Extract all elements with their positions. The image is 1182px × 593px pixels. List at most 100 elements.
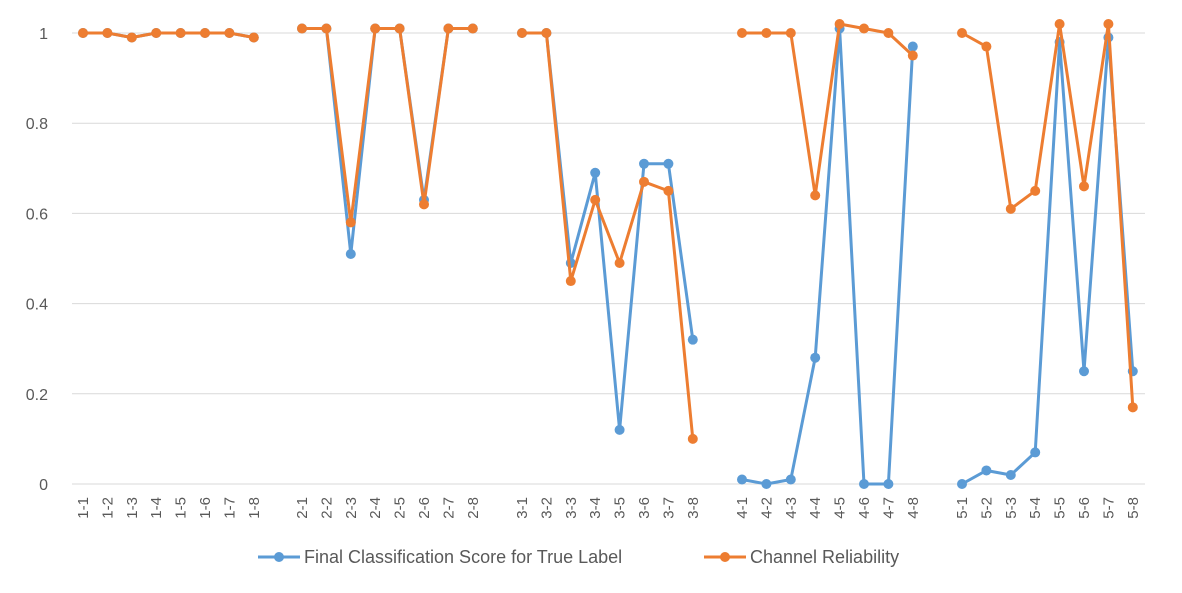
data-point: [614, 258, 625, 269]
x-tick-label: 3-2: [538, 497, 555, 519]
x-tick-label: 4-5: [832, 497, 849, 519]
x-tick-label: 5-6: [1076, 497, 1093, 519]
data-point: [859, 23, 869, 34]
x-tick-label: 1-2: [99, 497, 116, 519]
x-tick-label: 5-1: [954, 497, 971, 519]
series-line: [740, 26, 915, 486]
x-tick-label: 3-3: [563, 497, 580, 519]
data-point: [126, 32, 137, 43]
x-tick-label: 1-1: [75, 497, 92, 519]
data-point: [907, 50, 918, 61]
series-1: [78, 23, 1138, 489]
data-point: [737, 474, 747, 485]
legend-item-2: Channel Reliability: [704, 547, 899, 567]
x-tick-label: 1-6: [197, 497, 214, 519]
data-point: [907, 41, 918, 52]
data-point: [761, 479, 772, 489]
x-tick-label: 4-3: [783, 497, 800, 519]
y-tick-label: 0.2: [26, 387, 48, 404]
data-point: [1054, 18, 1065, 29]
data-point: [1079, 181, 1089, 192]
data-point: [663, 158, 674, 169]
data-point: [1079, 366, 1089, 377]
data-point: [810, 352, 821, 363]
data-point: [785, 474, 796, 485]
data-point: [1030, 185, 1041, 196]
data-point: [200, 28, 210, 38]
data-point: [394, 23, 405, 34]
x-tick-label: 1-3: [124, 497, 141, 519]
series-line: [960, 22, 1135, 409]
data-point: [565, 276, 576, 287]
data-point: [1005, 469, 1016, 480]
x-tick-label: 3-1: [514, 497, 531, 519]
legend-label: Final Classification Score for True Labe…: [304, 547, 622, 567]
series-group: [78, 18, 1138, 489]
data-point: [370, 23, 381, 34]
data-point: [78, 28, 88, 38]
x-tick-label: 5-2: [978, 497, 995, 519]
data-point: [321, 23, 332, 34]
data-point: [1030, 447, 1041, 458]
data-point: [1103, 18, 1114, 29]
data-point: [590, 194, 601, 205]
data-point: [859, 479, 869, 489]
x-tick-label: 2-3: [343, 497, 360, 519]
x-tick-label: 4-2: [758, 497, 775, 519]
data-point: [224, 28, 235, 38]
x-tick-label: 4-7: [880, 497, 897, 519]
data-point: [639, 176, 649, 187]
y-axis-tick-labels: 0 0.2 0.4 0.6 0.8 1: [26, 26, 48, 494]
x-tick-label: 5-5: [1052, 497, 1069, 519]
y-tick-label: 1: [39, 26, 48, 43]
data-point: [443, 23, 454, 34]
legend-swatch-marker: [720, 552, 730, 562]
data-point: [297, 23, 307, 34]
x-tick-label: 5-4: [1027, 497, 1044, 519]
data-point: [175, 28, 186, 38]
legend-swatch-marker: [274, 552, 284, 562]
x-tick-label: 1-8: [246, 497, 263, 519]
data-point: [810, 190, 821, 201]
data-point: [663, 185, 674, 196]
x-tick-label: 4-8: [905, 497, 922, 519]
x-tick-label: 4-6: [856, 497, 873, 519]
x-tick-label: 5-3: [1003, 497, 1020, 519]
data-point: [981, 41, 992, 52]
legend-item-1: Final Classification Score for True Labe…: [258, 547, 622, 567]
series-line: [740, 22, 915, 197]
series-2: [78, 18, 1138, 444]
data-point: [883, 479, 894, 489]
data-point: [761, 28, 772, 38]
x-axis-tick-labels: 1-1 1-2 1-3 1-4 1-5 1-6 1-7 1-8 2-1 2-2 2-3 2-4 2-5 2…: [75, 497, 1142, 519]
x-tick-label: 3-4: [587, 497, 604, 519]
data-point: [834, 18, 845, 29]
legend: Final Classification Score for True Labe…: [258, 547, 899, 567]
data-point: [687, 334, 698, 345]
data-point: [1127, 402, 1138, 413]
data-point: [590, 167, 601, 178]
x-tick-label: 2-6: [416, 497, 433, 519]
data-point: [883, 28, 894, 38]
data-point: [1005, 203, 1016, 214]
x-tick-label: 3-6: [636, 497, 653, 519]
data-point: [345, 217, 356, 228]
legend-label: Channel Reliability: [750, 547, 899, 567]
data-point: [151, 28, 162, 38]
x-tick-label: 1-5: [173, 497, 190, 519]
x-tick-label: 2-5: [392, 497, 409, 519]
x-tick-label: 4-4: [807, 497, 824, 519]
y-tick-label: 0.4: [26, 297, 48, 314]
gridlines: [72, 32, 1145, 485]
data-point: [419, 199, 429, 210]
data-point: [639, 158, 649, 169]
x-tick-label: 2-4: [367, 497, 384, 519]
x-tick-label: 1-4: [148, 497, 165, 519]
x-tick-label: 2-8: [465, 497, 482, 519]
x-tick-label: 5-7: [1100, 497, 1117, 519]
x-tick-label: 3-7: [660, 497, 677, 519]
data-point: [614, 424, 625, 435]
x-tick-label: 4-1: [734, 497, 751, 519]
x-tick-label: 5-8: [1125, 497, 1142, 519]
data-point: [785, 28, 796, 38]
